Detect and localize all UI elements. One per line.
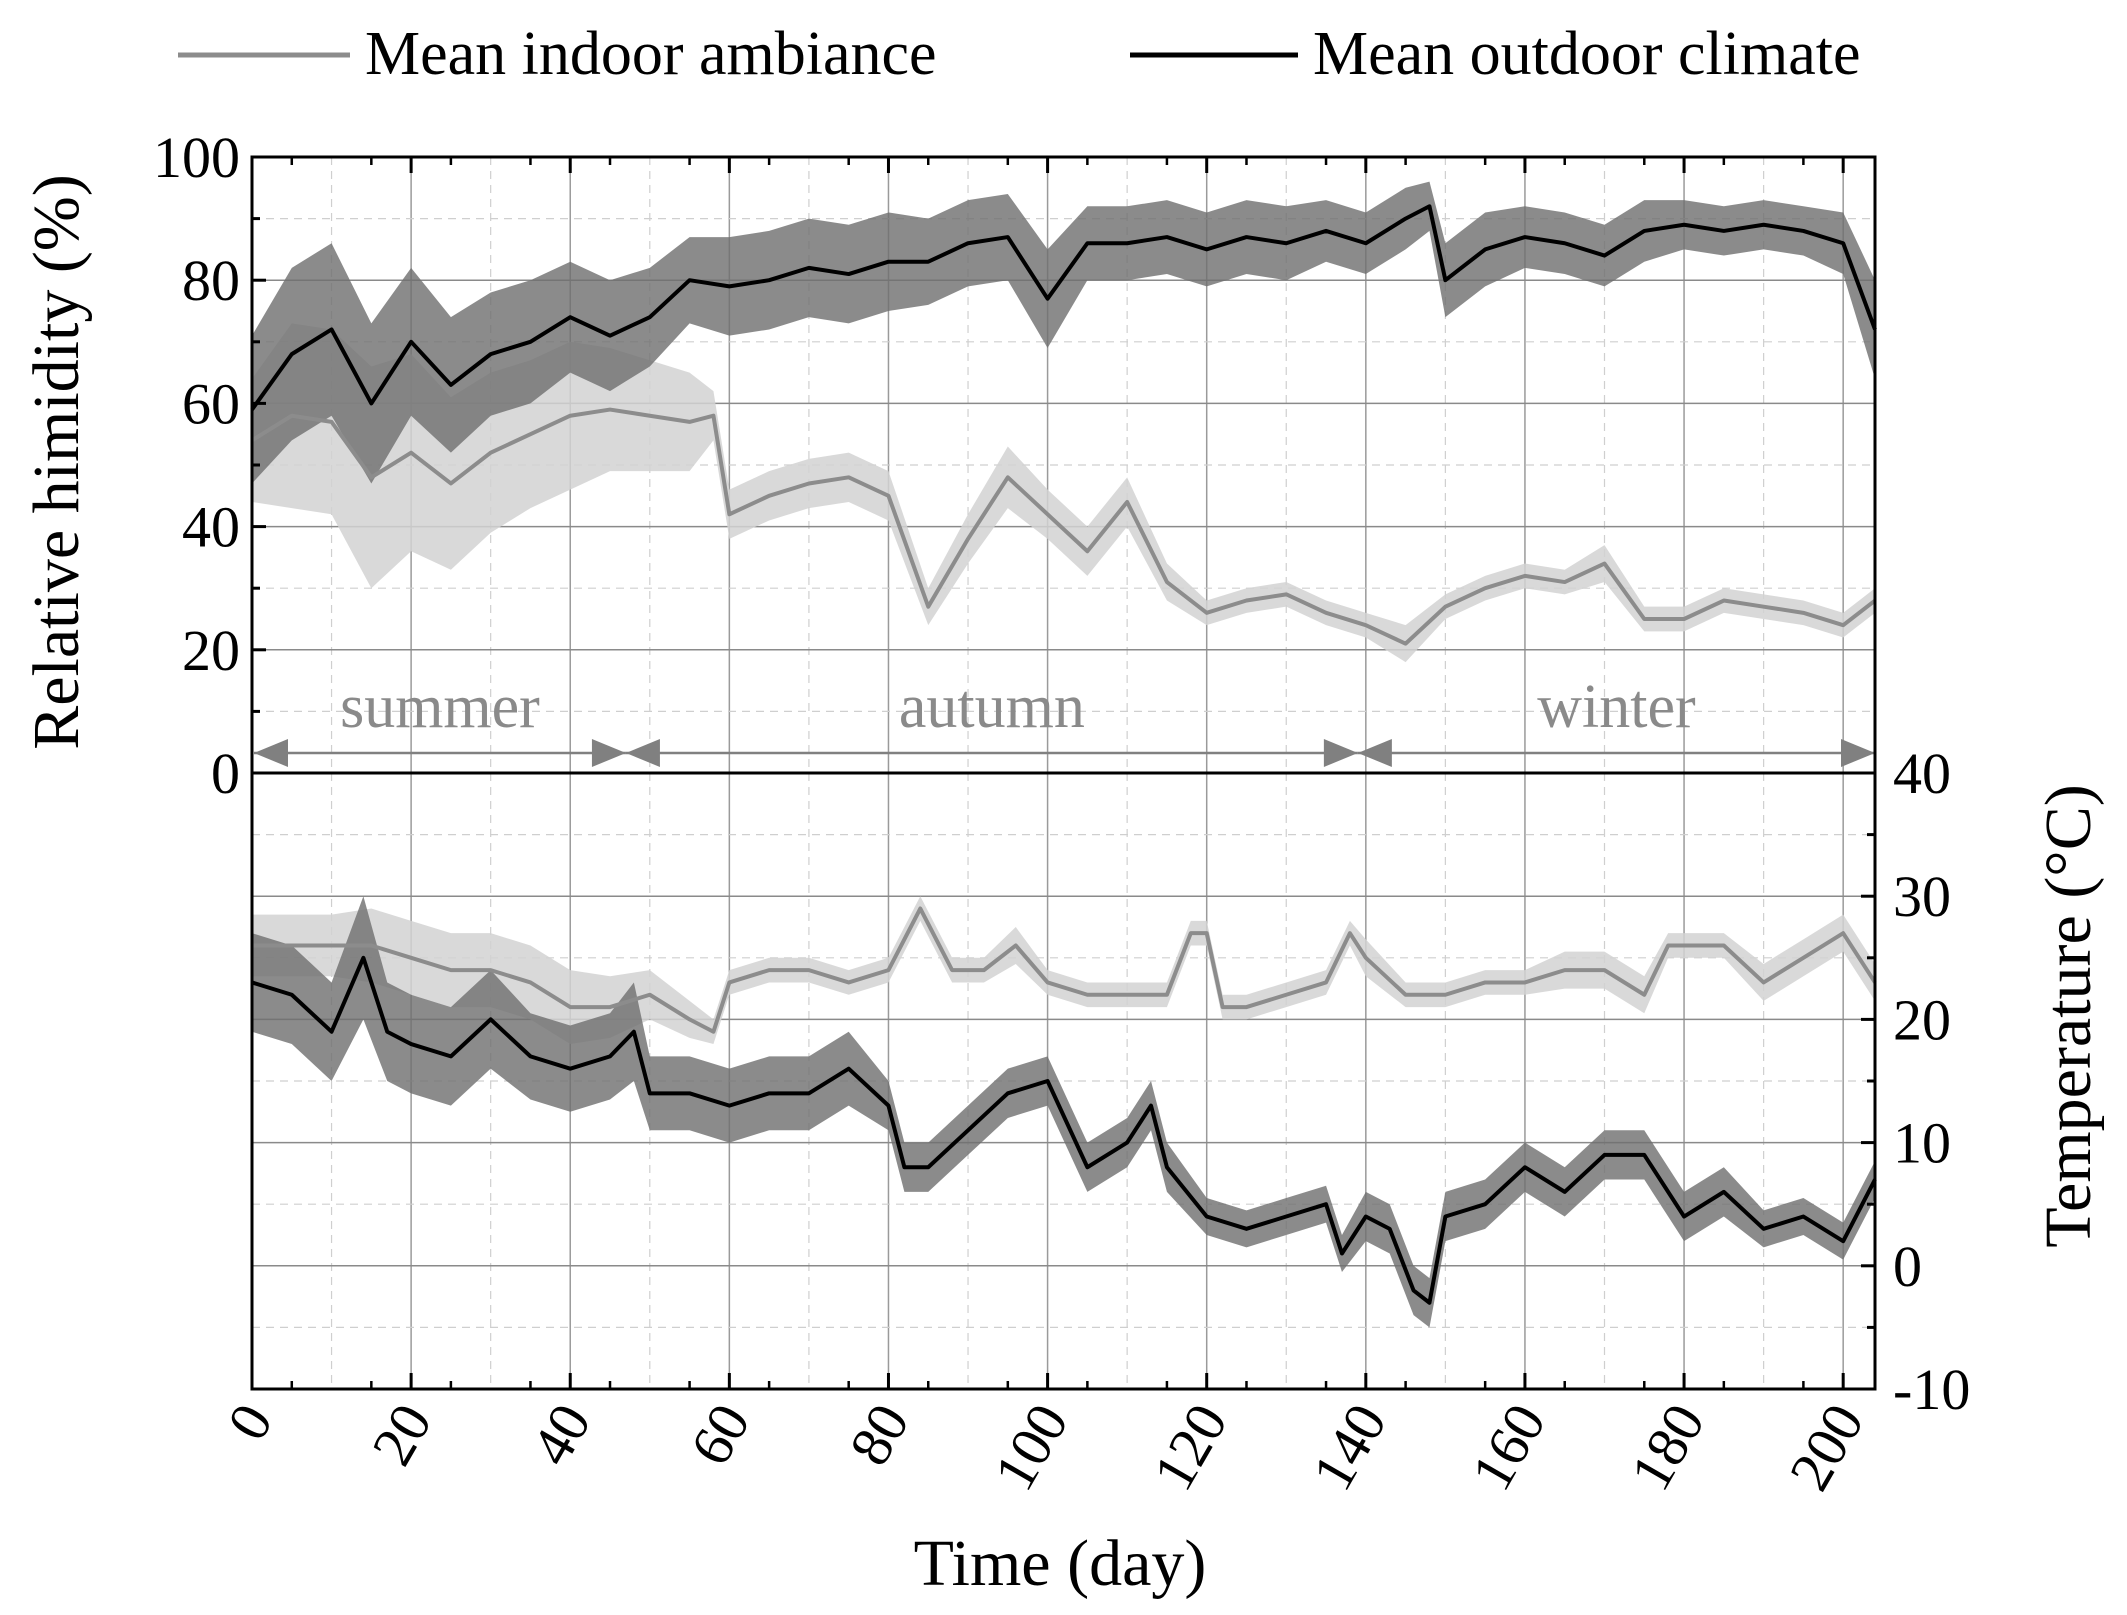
x-axis-title: Time (day) bbox=[914, 1527, 1207, 1600]
x-tick-label: 20 bbox=[359, 1393, 444, 1476]
band-temperature-indoor bbox=[252, 896, 1875, 1045]
season-arrow-end bbox=[1323, 739, 1358, 767]
season-label-summer: summer bbox=[340, 673, 540, 741]
band-humidity-outdoor bbox=[252, 181, 1875, 484]
y-tick-label-humidity: 0 bbox=[211, 741, 240, 806]
x-tick-label: 180 bbox=[1618, 1393, 1718, 1501]
x-tick-label: 200 bbox=[1777, 1393, 1877, 1501]
series-line-temperature-indoor bbox=[252, 906, 1877, 1034]
x-tick-label: 0 bbox=[214, 1393, 285, 1451]
y-tick-label-temperature: 30 bbox=[1893, 864, 1951, 929]
x-tick-label: 120 bbox=[1140, 1393, 1240, 1501]
x-tick-label: 140 bbox=[1299, 1393, 1399, 1501]
band-humidity-indoor bbox=[252, 323, 1875, 663]
y-axis-title-humidity: Relative himidity (%) bbox=[20, 174, 93, 750]
season-arrow-start bbox=[1357, 739, 1392, 767]
y-tick-label-humidity: 60 bbox=[182, 371, 240, 436]
x-tick-label: 40 bbox=[518, 1393, 603, 1476]
season-label-winter: winter bbox=[1537, 673, 1696, 741]
season-arrow-end bbox=[591, 739, 626, 767]
y-axis-title-temperature: Temperature (°C) bbox=[2032, 784, 2105, 1247]
y-tick-label-temperature: -10 bbox=[1893, 1357, 1970, 1422]
y-tick-label-humidity: 20 bbox=[182, 618, 240, 683]
y-tick-label-humidity: 40 bbox=[182, 495, 240, 560]
y-tick-label-temperature: 0 bbox=[1893, 1234, 1922, 1299]
legend-label-indoor: Mean indoor ambiance bbox=[365, 20, 937, 88]
season-arrow-end bbox=[1841, 739, 1875, 767]
x-tick-label: 100 bbox=[981, 1393, 1081, 1501]
y-tick-label-temperature: 40 bbox=[1893, 741, 1951, 806]
legend: Mean indoor ambiance Mean outdoor climat… bbox=[178, 20, 1861, 88]
y-tick-label-temperature: 20 bbox=[1893, 987, 1951, 1052]
season-layer: summer autumn winter bbox=[254, 673, 1875, 767]
season-label-autumn: autumn bbox=[899, 673, 1085, 741]
line-layer bbox=[250, 204, 1877, 1305]
x-tick-label: 160 bbox=[1458, 1393, 1558, 1501]
x-tick-label: 80 bbox=[836, 1393, 921, 1476]
y-tick-label-temperature: 10 bbox=[1893, 1111, 1951, 1176]
y-tick-label-humidity: 100 bbox=[153, 125, 240, 190]
x-tick-label: 60 bbox=[677, 1393, 762, 1476]
legend-label-outdoor: Mean outdoor climate bbox=[1313, 20, 1861, 88]
y-tick-label-humidity: 80 bbox=[182, 248, 240, 313]
season-arrow-start bbox=[254, 739, 288, 767]
season-arrow-start bbox=[625, 739, 660, 767]
